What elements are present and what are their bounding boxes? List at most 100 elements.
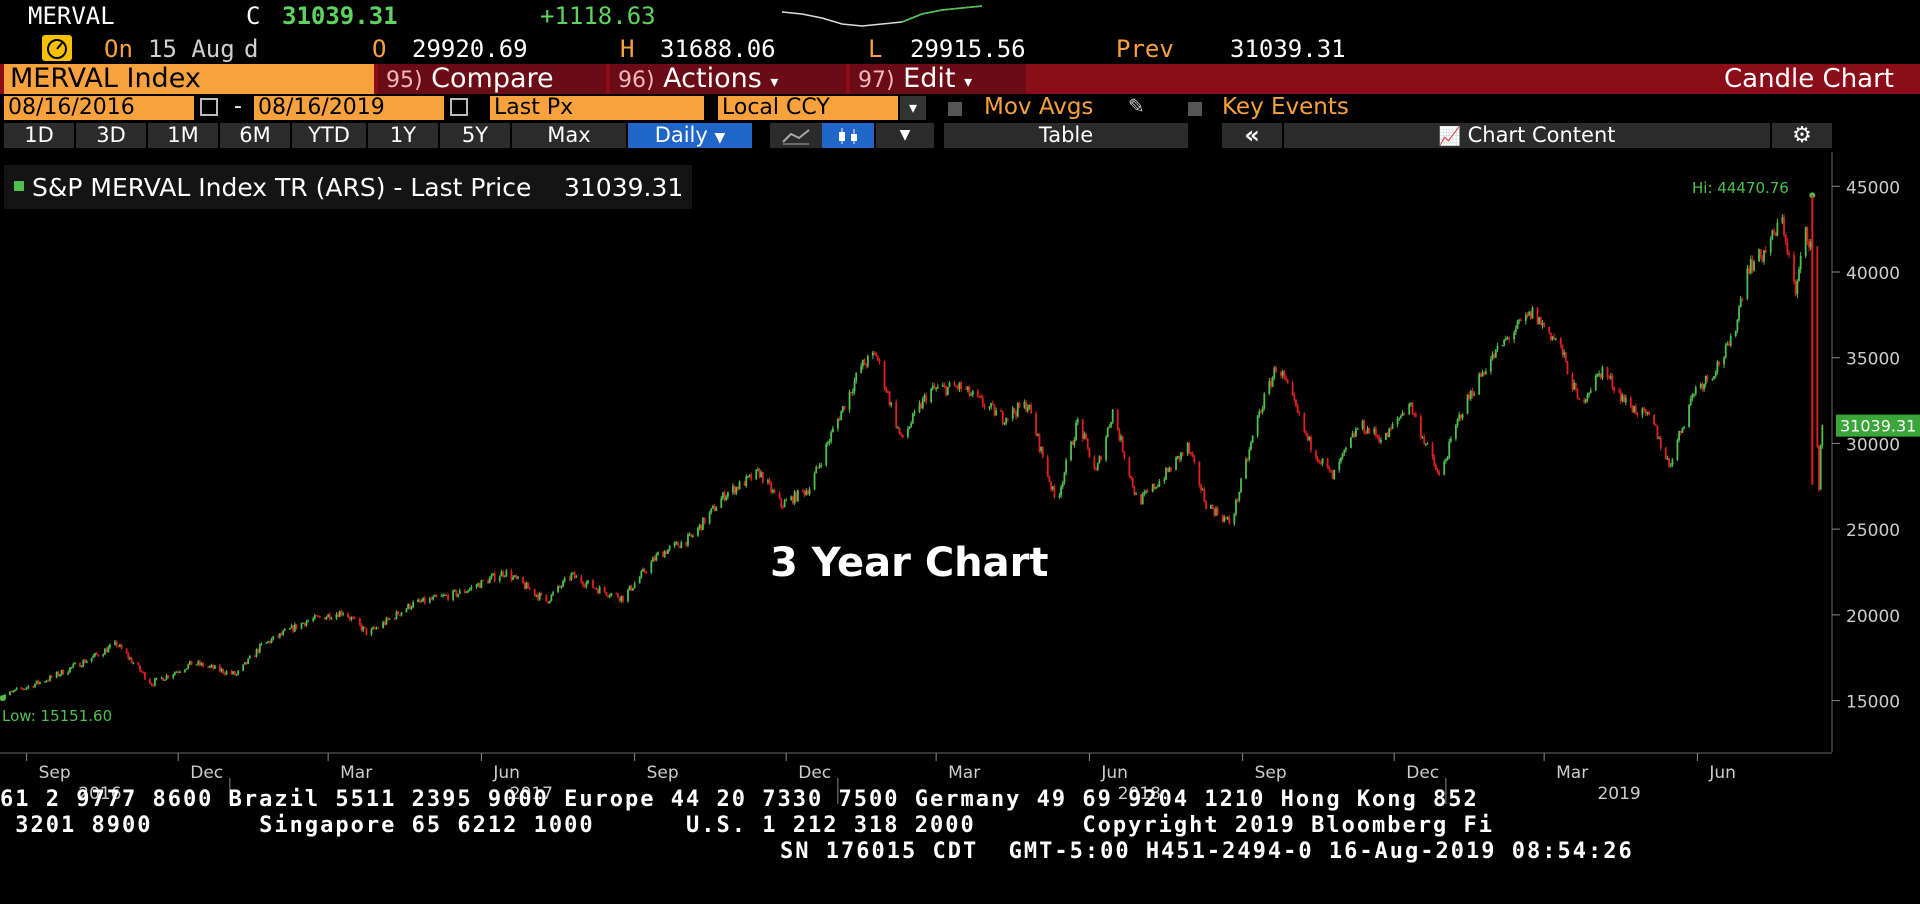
- candle-body: [1028, 404, 1031, 408]
- candle-body: [1773, 230, 1775, 233]
- tf-6m[interactable]: 6M: [220, 123, 290, 148]
- candle-body: [1438, 472, 1441, 476]
- candle-body: [1646, 412, 1649, 414]
- candle-body: [1729, 335, 1732, 346]
- tf-max[interactable]: Max: [512, 123, 626, 148]
- candle-body: [115, 641, 118, 646]
- candle-body: [805, 491, 808, 495]
- candle-body: [1016, 402, 1019, 417]
- candle-body: [1391, 424, 1394, 429]
- chart-content-button[interactable]: 📈 Chart Content: [1284, 123, 1770, 148]
- candle-body: [1168, 467, 1171, 472]
- candle-body: [1368, 428, 1371, 433]
- calendar-icon[interactable]: [200, 98, 218, 116]
- candle-body: [813, 473, 816, 490]
- candle-body: [258, 644, 261, 653]
- periodicity-dropdown[interactable]: Daily ▼: [628, 123, 752, 148]
- chevron-down-icon[interactable]: ▼: [876, 123, 934, 148]
- candle-body: [570, 573, 573, 580]
- on-label: On: [104, 35, 133, 63]
- candle-body: [1058, 495, 1061, 497]
- tf-1m[interactable]: 1M: [148, 123, 218, 148]
- candle-body: [1618, 390, 1621, 392]
- candle-body: [1413, 413, 1416, 415]
- candle-body: [342, 613, 345, 615]
- actions-button[interactable]: 96) Actions ▾: [610, 64, 846, 94]
- candle-body: [125, 648, 128, 654]
- candle-body: [1683, 426, 1685, 428]
- end-date-field[interactable]: 08/16/2019: [254, 96, 444, 120]
- mov-avgs-checkbox[interactable]: [948, 102, 962, 116]
- field-selector[interactable]: Last Px: [490, 96, 704, 120]
- candle-body: [1728, 343, 1730, 346]
- candle-body: [1784, 234, 1787, 242]
- table-button[interactable]: Table: [944, 123, 1188, 148]
- candle-body: [665, 551, 668, 554]
- gauge-icon[interactable]: [42, 35, 72, 61]
- last-price-tag: 31039.31: [1836, 414, 1920, 437]
- candle-body: [1085, 433, 1087, 439]
- candle-body: [517, 576, 519, 579]
- hi-label: Hi: 44470.76: [1692, 179, 1789, 197]
- candle-body: [1116, 409, 1119, 431]
- edit-button[interactable]: 97) Edit ▾: [850, 64, 1026, 94]
- candle-body: [1584, 399, 1587, 403]
- pencil-icon[interactable]: ✎: [1128, 94, 1145, 118]
- candle-body: [348, 617, 351, 620]
- candle-body: [1333, 469, 1336, 479]
- candle-body: [1454, 425, 1457, 439]
- security-field[interactable]: MERVAL Index: [4, 64, 374, 94]
- candle-body: [828, 441, 831, 443]
- candle-body: [1143, 492, 1146, 494]
- start-date-field[interactable]: 08/16/2016: [4, 96, 194, 120]
- tf-1d[interactable]: 1D: [4, 123, 74, 148]
- candle-body: [305, 621, 308, 626]
- candle-body: [97, 654, 100, 657]
- calendar-icon[interactable]: [450, 98, 468, 116]
- chevron-down-icon: ▼: [714, 130, 726, 146]
- gear-icon[interactable]: ⚙: [1772, 123, 1832, 148]
- compare-button[interactable]: 95) Compare: [378, 64, 606, 94]
- candle-body: [547, 601, 549, 603]
- candle-body: [595, 588, 598, 590]
- candle-body: [1155, 486, 1157, 489]
- key-events-checkbox[interactable]: [1188, 102, 1202, 116]
- candle-body: [433, 595, 436, 597]
- candle-body: [620, 595, 623, 601]
- candle-chart-icon[interactable]: [822, 123, 874, 148]
- open-label: O: [372, 35, 387, 63]
- tf-1y[interactable]: 1Y: [368, 123, 438, 148]
- candle-body: [1018, 402, 1021, 408]
- candle-body: [1283, 371, 1286, 378]
- quote-header-row: MERVAL C 31039.31 +1118.63: [0, 0, 1920, 32]
- candle-body: [1491, 354, 1494, 360]
- candle-body: [1736, 319, 1739, 331]
- currency-selector[interactable]: Local CCY: [718, 96, 898, 120]
- candle-body: [1793, 254, 1795, 282]
- candle-body: [1340, 457, 1342, 462]
- candle-body: [1619, 391, 1622, 401]
- line-chart-icon[interactable]: [770, 123, 822, 148]
- candle-body: [1563, 352, 1566, 356]
- tf-5y[interactable]: 5Y: [440, 123, 510, 148]
- candle-body: [702, 517, 704, 530]
- tf-ytd[interactable]: YTD: [292, 123, 366, 148]
- candle-body: [836, 419, 839, 429]
- candle-body: [1543, 323, 1546, 327]
- chevron-down-icon[interactable]: ▾: [900, 96, 926, 120]
- quote-date: 15 Aug: [148, 35, 235, 63]
- candle-body: [488, 577, 491, 584]
- candle-body: [720, 498, 723, 508]
- candle-body: [1804, 227, 1807, 256]
- candle-body: [1050, 481, 1052, 490]
- tf-3d[interactable]: 3D: [76, 123, 146, 148]
- candle-body: [465, 591, 468, 593]
- collapse-icon[interactable]: «: [1222, 123, 1282, 148]
- candle-body: [1513, 332, 1516, 340]
- candle-body: [1280, 372, 1282, 376]
- candle-body: [62, 669, 65, 675]
- price-chart[interactable]: 15000 20000 25000 30000 35000 40000 45000 Sep D…: [0, 152, 1920, 804]
- candle-body: [1120, 436, 1122, 440]
- candle-body: [172, 674, 175, 678]
- candle-body: [327, 614, 330, 618]
